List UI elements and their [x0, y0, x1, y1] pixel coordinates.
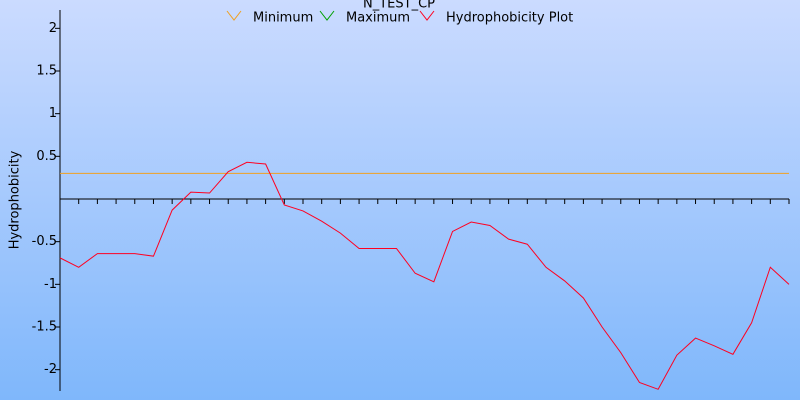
- legend-label: Maximum: [346, 11, 410, 26]
- legend-icon: [226, 10, 242, 21]
- y-tick-label: -1: [44, 277, 57, 292]
- y-tick-label: -2: [44, 362, 57, 377]
- y-tick-label: 2: [49, 21, 57, 36]
- legend-label: Minimum: [253, 11, 313, 26]
- y-tick-label: -1.5: [32, 320, 57, 335]
- y-axis-label: Hydrophobicity: [8, 150, 23, 249]
- chart-title: N_TEST_CP: [363, 0, 435, 12]
- y-tick-label: -0.5: [32, 234, 57, 249]
- legend-label: Hydrophobicity Plot: [446, 11, 573, 26]
- legend-icon: [419, 10, 435, 21]
- y-tick-label: 0.5: [36, 149, 57, 164]
- y-tick-label: 1.5: [36, 64, 57, 79]
- data-line: [59, 161, 790, 390]
- y-tick-label: 1: [49, 106, 57, 121]
- legend-icon: [319, 10, 335, 21]
